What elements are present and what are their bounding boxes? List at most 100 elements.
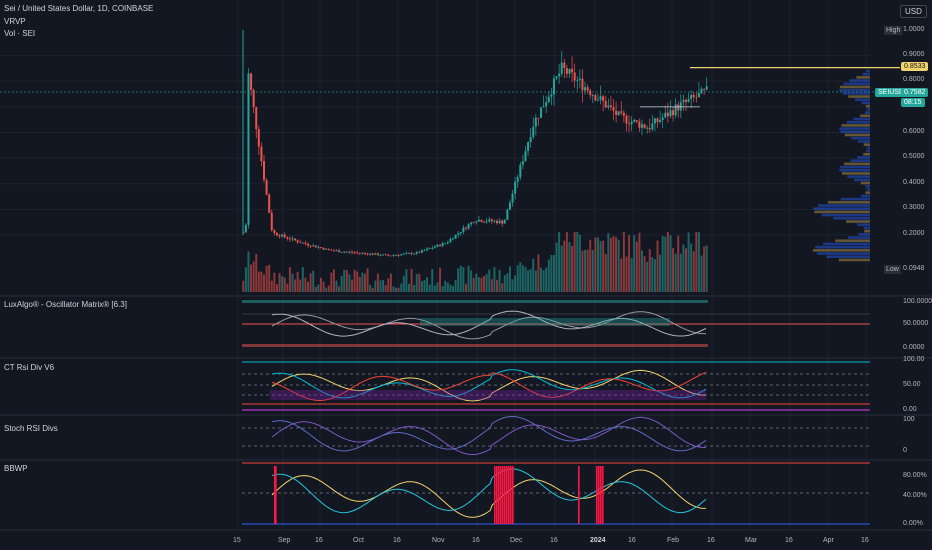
vrvp-bin-57 [856, 76, 870, 79]
osc-pane-title[interactable]: LuxAlgo® - Oscillator Matrix® [6.3] [4, 300, 127, 309]
candle-body-164 [666, 112, 669, 117]
candle-body-31 [322, 247, 325, 250]
volume-bar-128 [573, 232, 576, 292]
candle-body-37 [338, 250, 341, 253]
candle-body-24 [304, 242, 307, 244]
bbwp-extreme-8 [506, 466, 508, 524]
candle-body-40 [345, 251, 348, 253]
candle-body-35 [332, 250, 335, 252]
volume-bar-92 [480, 277, 483, 292]
price-candles[interactable] [242, 30, 708, 258]
candle-body-86 [464, 227, 467, 229]
time-tick-5: Nov [432, 537, 445, 544]
volume-bar-30 [319, 277, 322, 292]
vrvp-bin-7 [847, 236, 870, 239]
volume-bar-81 [452, 286, 454, 292]
volume-bar-120 [552, 254, 555, 292]
volume-bar-111 [529, 269, 532, 292]
rsi-pane-title[interactable]: CT Rsi Div V6 [4, 363, 55, 372]
volume-bar-63 [405, 269, 408, 292]
volume-bar-82 [454, 279, 457, 292]
price-tick-3: 0.6000 [903, 127, 925, 135]
volume-bar-20 [294, 279, 297, 292]
rsi-tick-1: 50.00 [903, 381, 921, 388]
indicator-volume-label[interactable]: Vol · SEI [4, 29, 36, 38]
level-price-tag[interactable]: 0.8533 [901, 62, 929, 71]
vrvp-bin-2 [816, 252, 870, 255]
rsi-line-1 [271, 369, 707, 399]
volume-bar-77 [441, 285, 444, 292]
volume-bar-136 [594, 237, 597, 292]
candle-body-81 [452, 238, 454, 240]
volume-bar-9 [265, 265, 268, 292]
volume-bar-69 [420, 281, 423, 292]
volume-bar-76 [439, 267, 442, 292]
volume-bar-100 [501, 283, 504, 292]
vrvp-bin-6 [835, 239, 870, 243]
bbwp-pane [242, 462, 870, 525]
bbwp-pane-title[interactable]: BBWP [4, 464, 28, 473]
candle-body-25 [307, 243, 310, 246]
osc-tick-0: 100.0000 [903, 298, 932, 305]
price-levels[interactable] [0, 66, 900, 108]
price-tick-1: 0.8000 [903, 76, 925, 84]
volume-bar-34 [330, 272, 333, 292]
volume-bar-139 [602, 240, 605, 292]
vrvp-bin-15 [814, 210, 870, 214]
volume-bar-117 [545, 267, 548, 292]
volume-bar-118 [547, 259, 550, 292]
candle-body-14 [278, 235, 281, 237]
candle-body-122 [558, 73, 561, 77]
candle-body-173 [690, 95, 693, 99]
volume-bar-5 [255, 253, 258, 292]
time-tick-10: 16 [628, 537, 636, 544]
volume-bar-155 [643, 256, 646, 292]
candle-body-155 [643, 124, 646, 128]
candle-body-163 [664, 112, 667, 118]
candle-body-42 [351, 251, 354, 253]
volume-bar-167 [674, 253, 677, 292]
volume-bar-70 [423, 279, 426, 292]
volume-bar-159 [653, 259, 656, 292]
vrvp-bin-30 [844, 162, 870, 166]
volume-bar-72 [428, 284, 431, 292]
volume-bar-178 [703, 246, 706, 292]
volume-bar-131 [581, 250, 584, 292]
candle-body-172 [687, 98, 690, 102]
currency-button[interactable]: USD [900, 5, 927, 18]
stoch-pane-title[interactable]: Stoch RSI Divs [4, 424, 58, 433]
candle-body-143 [612, 107, 615, 111]
candle-body-131 [581, 78, 584, 91]
vrvp-bin-54 [839, 85, 870, 89]
volume-bar-74 [433, 285, 436, 292]
volume-bar-140 [604, 253, 607, 292]
volume-bar-107 [519, 262, 522, 292]
candle-body-54 [382, 254, 385, 256]
vrvp-bin-29 [840, 165, 870, 169]
candle-body-161 [659, 120, 662, 123]
vrvp-bin-26 [847, 175, 870, 178]
volume-bar-112 [532, 258, 535, 292]
indicator-vrvp-label[interactable]: VRVP [4, 17, 26, 26]
candle-body-104 [511, 193, 514, 203]
volume-bar-147 [622, 232, 625, 292]
osc-top-strip [242, 300, 708, 303]
volume-bar-18 [288, 267, 291, 292]
symbol-title[interactable]: Sei / United States Dollar, 1D, COINBASE [4, 4, 154, 13]
vrvp-bin-41 [839, 127, 870, 130]
candle-body-169 [679, 102, 682, 111]
rsi-fill [270, 390, 706, 400]
volume-bar-125 [565, 232, 568, 292]
vrvp-bin-39 [844, 133, 870, 137]
volume-bar-24 [304, 277, 307, 292]
volume-bar-11 [270, 280, 273, 292]
volume-bar-26 [309, 273, 312, 292]
candle-body-174 [692, 95, 695, 98]
candle-body-92 [480, 219, 483, 222]
candle-body-102 [506, 209, 509, 220]
candle-body-150 [630, 121, 633, 125]
vrvp-bin-23 [865, 184, 870, 188]
volume-bar-14 [278, 273, 281, 292]
candle-body-114 [537, 117, 540, 119]
time-tick-16: 16 [861, 537, 869, 544]
